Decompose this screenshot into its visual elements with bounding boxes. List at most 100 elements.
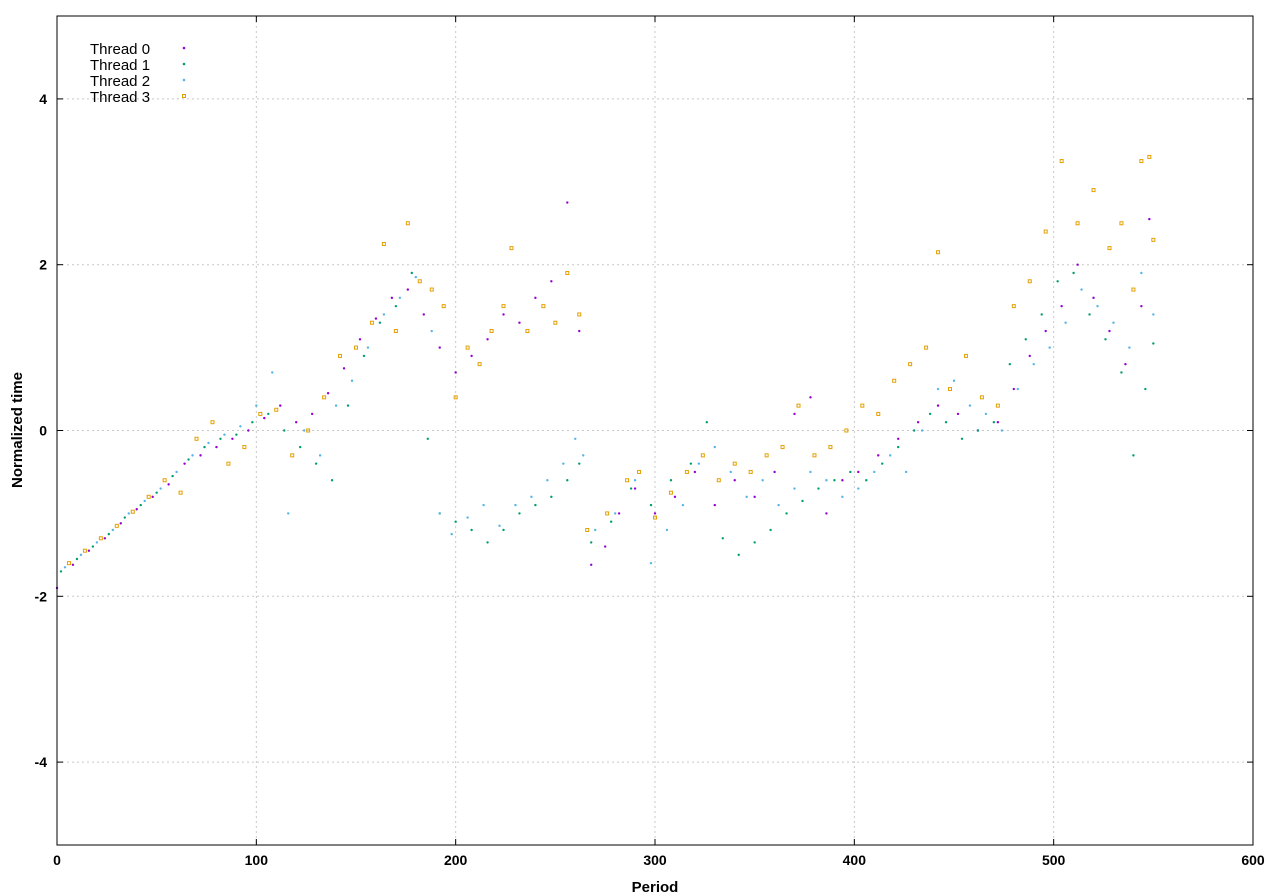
data-point — [562, 462, 565, 465]
data-point — [258, 411, 263, 416]
data-point — [87, 549, 91, 552]
data-point — [107, 532, 111, 536]
data-point — [1027, 279, 1032, 284]
y-axis-title: Normalized time — [9, 372, 26, 488]
data-point — [948, 387, 953, 392]
data-point — [566, 479, 569, 482]
data-point — [1056, 280, 1059, 283]
data-point — [1011, 304, 1016, 309]
grid-lines — [57, 16, 1253, 845]
data-point — [912, 429, 916, 432]
data-point — [968, 404, 972, 407]
data-point — [498, 524, 501, 528]
data-point — [793, 487, 796, 490]
data-point — [753, 495, 756, 499]
data-point — [860, 403, 865, 408]
data-point — [896, 445, 900, 449]
data-point — [833, 479, 836, 482]
data-point — [191, 454, 194, 457]
data-point — [306, 428, 311, 433]
data-point — [1148, 217, 1151, 221]
data-point — [114, 523, 119, 528]
data-point — [178, 490, 183, 495]
data-point — [849, 470, 852, 474]
data-point — [482, 503, 485, 507]
data-point — [578, 462, 581, 465]
data-point — [697, 462, 701, 465]
data-point — [716, 478, 721, 483]
data-point — [1044, 329, 1047, 333]
data-point — [151, 495, 154, 499]
data-point — [394, 304, 398, 308]
data-point — [410, 271, 414, 275]
data-point — [1076, 263, 1079, 266]
data-point — [207, 441, 210, 445]
data-point — [777, 503, 780, 507]
data-point — [817, 487, 820, 490]
legend-label: Thread 3 — [90, 89, 150, 106]
x-tick-label: 600 — [1241, 852, 1265, 868]
data-point — [649, 503, 653, 507]
data-point — [769, 528, 772, 532]
series-thread-2 — [63, 271, 1155, 569]
x-axis-title: Period — [632, 879, 679, 896]
x-tick-label: 0 — [53, 852, 61, 868]
data-point — [242, 445, 247, 450]
data-point — [801, 499, 804, 503]
data-point — [1091, 188, 1096, 193]
data-point — [98, 536, 103, 541]
data-point — [71, 563, 75, 566]
data-point — [346, 404, 350, 407]
data-point — [936, 387, 940, 391]
data-point — [809, 470, 812, 474]
data-point — [283, 429, 286, 432]
data-point — [502, 528, 505, 532]
data-point — [1124, 362, 1127, 366]
data-point — [944, 421, 948, 424]
data-point — [398, 296, 402, 300]
x-tick-label: 300 — [643, 852, 667, 868]
data-point — [876, 411, 881, 416]
data-point — [963, 353, 968, 358]
data-point — [992, 421, 996, 424]
data-point — [502, 313, 505, 316]
data-point — [665, 528, 669, 532]
data-point — [271, 371, 274, 374]
data-point — [1075, 221, 1080, 226]
data-point — [1080, 288, 1083, 291]
data-point — [737, 553, 740, 557]
data-point — [219, 437, 222, 440]
data-point — [534, 296, 537, 300]
data-point — [393, 329, 398, 334]
series-thread-0 — [55, 201, 1151, 590]
legend-marker — [182, 46, 186, 50]
data-point — [1040, 313, 1043, 316]
data-point — [590, 563, 593, 566]
data-point — [841, 495, 844, 499]
data-point — [996, 421, 1000, 424]
data-point — [203, 445, 206, 449]
legend-label: Thread 1 — [90, 57, 150, 74]
data-point — [450, 532, 453, 536]
data-point — [1064, 321, 1067, 324]
data-point — [713, 503, 716, 507]
data-point — [566, 201, 569, 204]
data-point — [748, 469, 753, 474]
data-point — [91, 545, 95, 548]
data-point — [438, 512, 441, 515]
data-point — [530, 495, 533, 499]
series-thread-1 — [59, 271, 1155, 573]
y-tick-label: -4 — [35, 754, 48, 770]
data-point — [123, 516, 126, 519]
data-point — [1112, 321, 1115, 324]
data-point — [362, 354, 366, 358]
data-point — [578, 329, 581, 333]
data-point — [486, 541, 489, 544]
data-point — [689, 462, 693, 465]
data-point — [669, 479, 673, 482]
data-point — [326, 391, 330, 395]
data-point — [594, 528, 597, 532]
data-point — [119, 522, 122, 525]
data-point — [1132, 454, 1135, 457]
data-point — [390, 296, 394, 300]
